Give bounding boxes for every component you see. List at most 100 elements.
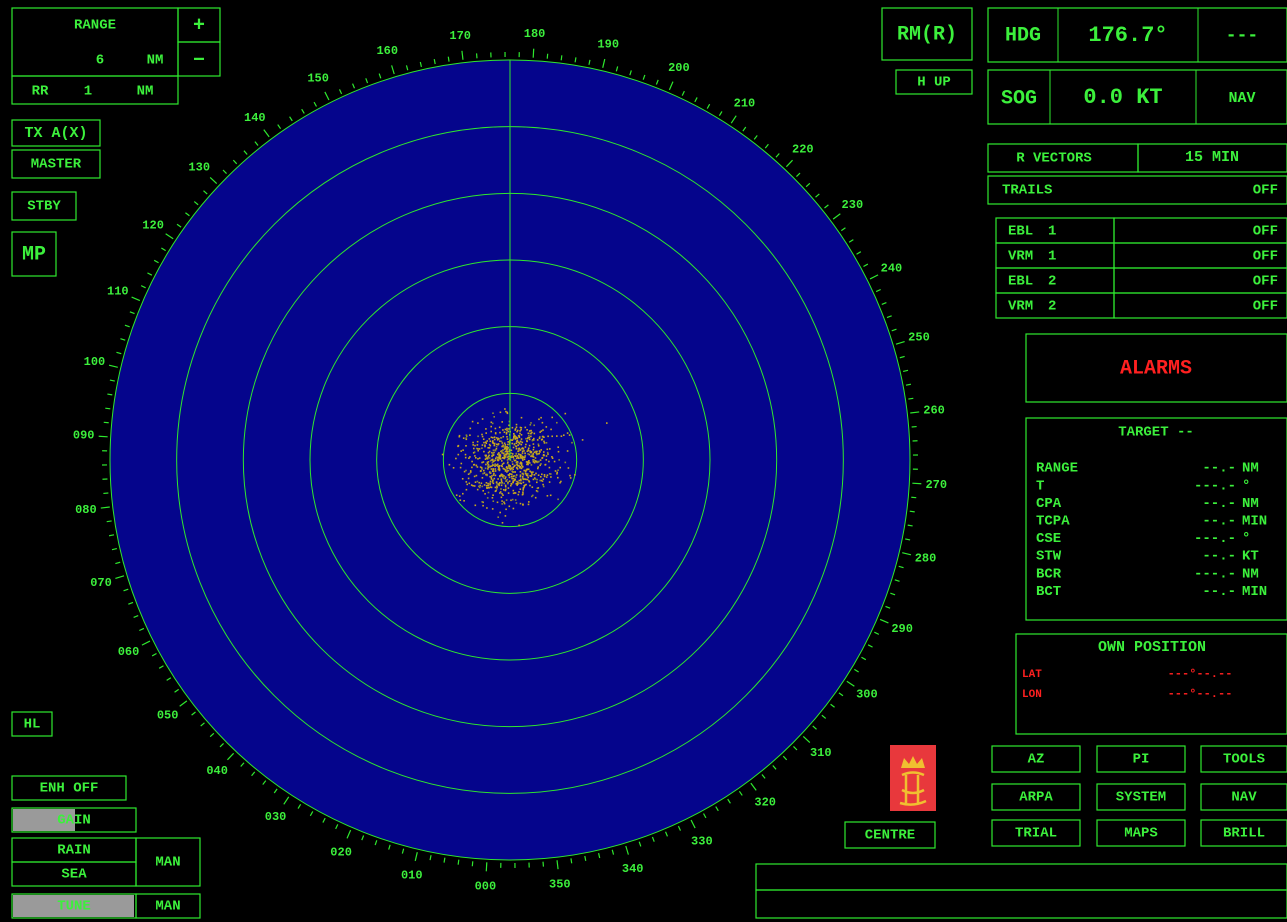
menu-button-label[interactable]: MAPS [1124,826,1158,842]
centre-label[interactable]: CENTRE [865,828,915,844]
vectors-label[interactable]: R VECTORS [1016,151,1092,167]
motion-label[interactable]: RM(R) [897,23,957,46]
clutter-dot [524,457,526,459]
bearing-label: 040 [206,764,228,778]
clutter-dot [537,468,539,470]
ebl-vrm-number[interactable]: 1 [1048,224,1056,240]
clutter-dot [505,489,507,491]
clutter-dot [522,476,524,478]
gain-label[interactable]: GAIN [57,813,91,829]
clutter-dot [493,500,495,502]
bearing-label: 300 [856,688,878,702]
ebl-vrm-label[interactable]: VRM [1008,249,1033,265]
target-field-value: ---.- [1194,531,1236,547]
mp-label[interactable]: MP [22,243,46,266]
ebl-vrm-value[interactable]: OFF [1253,299,1278,315]
clutter-dot [520,427,522,429]
menu-button-label[interactable]: TRIAL [1015,826,1057,842]
rain-sea-mode-label[interactable]: MAN [155,855,180,871]
clutter-dot [547,449,549,451]
clutter-dot [460,499,462,501]
bearing-label: 190 [597,38,619,52]
tune-label[interactable]: TUNE [57,899,91,915]
clutter-dot [495,428,497,430]
clutter-dot [500,475,502,477]
clutter-dot [547,474,549,476]
menu-button-label[interactable]: PI [1133,752,1150,768]
stby-label[interactable]: STBY [27,199,61,215]
bearing-label: 170 [449,29,471,43]
clutter-dot [485,468,487,470]
rain-label[interactable]: RAIN [57,843,91,859]
clutter-dot [506,412,508,414]
sea-label[interactable]: SEA [61,867,87,883]
clutter-dot [475,457,477,459]
ebl-vrm-number[interactable]: 1 [1048,249,1056,265]
clutter-dot [530,436,532,438]
master-label[interactable]: MASTER [31,157,82,173]
clutter-dot [500,412,502,414]
range-plus[interactable]: + [193,14,205,37]
target-field-label: STW [1036,549,1062,565]
menu-button-label[interactable]: TOOLS [1223,752,1265,768]
clutter-dot [506,429,508,431]
trails-label[interactable]: TRAILS [1002,183,1052,199]
enh-label[interactable]: ENH OFF [40,781,99,797]
clutter-dot [492,437,494,439]
clutter-dot [533,443,535,445]
clutter-dot [511,476,513,478]
tune-mode-label[interactable]: MAN [155,899,180,915]
clutter-dot [518,491,520,493]
menu-button-label[interactable]: NAV [1231,790,1257,806]
clutter-dot [508,475,510,477]
menu-button-label[interactable]: SYSTEM [1116,790,1166,806]
alarms-label: ALARMS [1120,357,1192,380]
ebl-vrm-number[interactable]: 2 [1048,299,1056,315]
clutter-dot [469,483,471,485]
ebl-vrm-value[interactable]: OFF [1253,274,1278,290]
clutter-dot [532,440,534,442]
clutter-dot [482,444,484,446]
range-minus[interactable]: − [193,49,205,72]
clutter-dot [519,436,521,438]
menu-button-label[interactable]: ARPA [1019,790,1053,806]
clutter-dot [516,431,518,433]
ebl-vrm-value[interactable]: OFF [1253,249,1278,265]
clutter-dot [512,499,514,501]
clutter-dot [556,435,558,437]
ebl-vrm-label[interactable]: VRM [1008,299,1033,315]
clutter-dot [495,475,497,477]
menu-button-label[interactable]: AZ [1028,752,1045,768]
orientation-label[interactable]: H UP [917,75,951,91]
target-field-value: ---.- [1194,478,1236,494]
clutter-dot [490,486,492,488]
clutter-dot [525,444,527,446]
clutter-dot [516,484,518,486]
ebl-vrm-value[interactable]: OFF [1253,224,1278,240]
ebl-vrm-label[interactable]: EBL [1008,224,1033,240]
clutter-dot [513,433,515,435]
clutter-dot [509,506,511,508]
clutter-dot [543,455,545,457]
vectors-value[interactable]: 15 MIN [1185,149,1239,166]
menu-button-label[interactable]: BRILL [1223,826,1265,842]
tx-label[interactable]: TX A(X) [24,125,87,142]
bearing-label: 340 [622,862,644,876]
clutter-dot [468,478,470,480]
hl-label[interactable]: HL [24,717,41,733]
sog-source: NAV [1228,90,1255,107]
clutter-dot [490,481,492,483]
clutter-dot [550,476,552,478]
clutter-dot [508,455,510,457]
clutter-dot [487,458,489,460]
clutter-dot [539,480,541,482]
ebl-vrm-number[interactable]: 2 [1048,274,1056,290]
ebl-vrm-label[interactable]: EBL [1008,274,1033,290]
clutter-dot [522,442,524,444]
target-field-label: RANGE [1036,461,1078,477]
clutter-dot [483,442,485,444]
clutter-dot [469,434,471,436]
clutter-dot [551,436,553,438]
clutter-dot [459,495,461,497]
trails-value[interactable]: OFF [1253,183,1278,199]
